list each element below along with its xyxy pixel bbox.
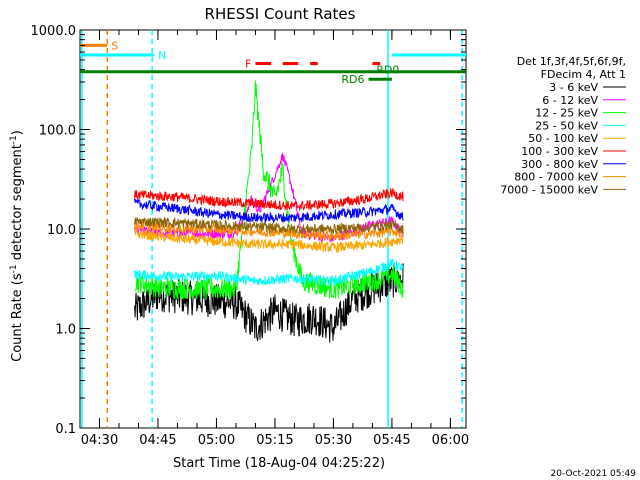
x-tick-label: 05:45 — [373, 433, 410, 448]
y-tick-label: 1.0 — [55, 323, 76, 338]
y-axis-label: Count Rate (s-1 detector segment-1) — [9, 130, 25, 362]
legend-label: 6 - 12 keV — [542, 94, 598, 107]
legend-label: 25 - 50 keV — [535, 119, 598, 132]
series-line — [134, 228, 404, 254]
series-line — [134, 198, 404, 224]
x-tick-label: 05:00 — [198, 433, 235, 448]
legend-label: 7000 - 15000 keV — [500, 183, 598, 196]
legend-header-line1: Det 1f,3f,4f,5f,6f,9f, — [517, 55, 626, 68]
series-line — [134, 188, 404, 212]
flag-label: RD6 — [341, 73, 364, 86]
x-tick-label: 05:30 — [315, 433, 352, 448]
legend: Det 1f,3f,4f,5f,6f,9f, FDecim 4, Att 1 3… — [500, 55, 626, 196]
y-tick-label: 100.0 — [39, 124, 76, 139]
legend-label: 300 - 800 keV — [521, 158, 598, 171]
flag-label: S — [111, 39, 118, 52]
x-tick-label: 06:00 — [432, 433, 469, 448]
legend-label: 50 - 100 keV — [528, 132, 598, 145]
flag-label: F — [245, 58, 251, 71]
x-tick-label: 04:45 — [139, 433, 176, 448]
chart-title: RHESSI Count Rates — [205, 5, 356, 23]
series-line — [134, 258, 404, 287]
axes: 1000.0 100.0 10.0 1.0 0.1 04:30 04:45 05:00 05:1… — [31, 24, 470, 448]
series-line — [134, 80, 404, 301]
y-tick-label: 1000.0 — [31, 24, 77, 39]
flag-label: RD0 — [376, 64, 399, 77]
legend-label: 3 - 6 keV — [549, 81, 598, 94]
legend-label: 100 - 300 keV — [521, 145, 598, 158]
flag-bars: S N F RD0 RD6 — [80, 39, 466, 86]
x-axis-label: Start Time (18-Aug-04 04:25:22) — [173, 456, 385, 471]
y-tick-label: 10.0 — [47, 223, 76, 238]
legend-label: 800 - 7000 keV — [514, 171, 598, 184]
x-tick-label: 05:15 — [256, 433, 293, 448]
y-tick-label: 0.1 — [55, 422, 76, 437]
series-lines — [134, 80, 404, 343]
legend-label: 12 - 25 keV — [535, 107, 598, 120]
footer-timestamp: 20-Oct-2021 05:49 — [551, 469, 637, 479]
flag-label: N — [158, 49, 166, 62]
x-tick-label: 04:30 — [81, 433, 118, 448]
legend-header-line2: FDecim 4, Att 1 — [541, 68, 626, 81]
series-line — [134, 216, 404, 235]
